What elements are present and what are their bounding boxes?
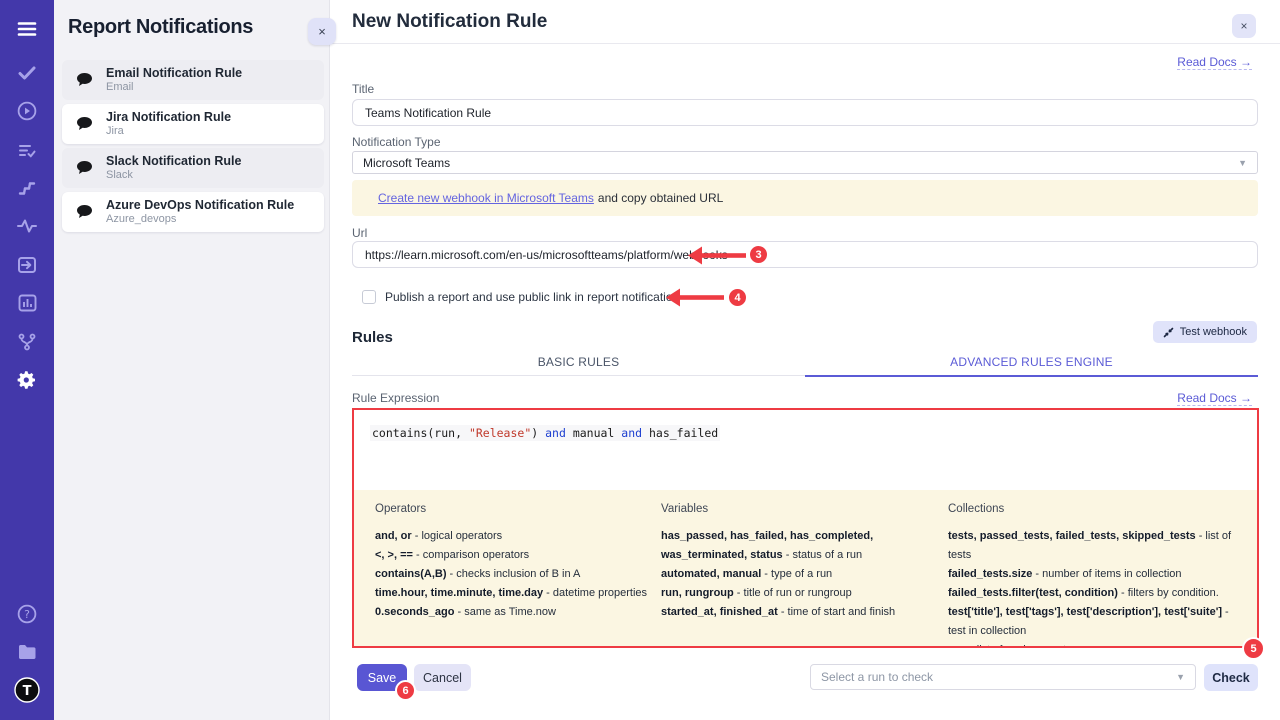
url-field-label: Url: [352, 226, 368, 240]
help-column-variables: Variables has_passed, has_failed, has_co…: [661, 503, 896, 618]
notification-type-select[interactable]: Microsoft Teams ▼: [352, 151, 1258, 174]
cancel-button[interactable]: Cancel: [414, 664, 471, 691]
panel-title: Report Notifications: [68, 16, 254, 38]
title-input-value: Teams Notification Rule: [365, 105, 492, 120]
run-to-check-select[interactable]: Select a run to check ▼: [810, 664, 1196, 690]
list-item-slack-rule[interactable]: Slack Notification Rule Slack: [62, 148, 324, 188]
test-webhook-label: Test webhook: [1179, 326, 1247, 338]
read-docs-link[interactable]: Read Docs →: [1177, 55, 1252, 70]
rule-title: Email Notification Rule: [106, 66, 243, 80]
type-field-label: Notification Type: [352, 135, 441, 149]
check-button[interactable]: Check: [1204, 664, 1258, 691]
bar-chart-icon[interactable]: [0, 290, 54, 316]
annotation-badge-3: 3: [748, 244, 769, 265]
list-item-azure-devops-rule[interactable]: Azure DevOps Notification Rule Azure_dev…: [62, 192, 324, 232]
rule-expression-annotated-region: contains(run, "Release") and manual and …: [352, 408, 1259, 648]
list-item-jira-rule[interactable]: Jira Notification Rule Jira: [62, 104, 324, 144]
app-icon-sidebar: ? T: [0, 0, 54, 720]
chat-bubble-icon: [76, 160, 93, 180]
chevron-down-icon: ▼: [1238, 157, 1247, 168]
help-column-collections: Collections tests, passed_tests, failed_…: [948, 503, 1232, 646]
svg-text:?: ?: [24, 608, 30, 621]
url-input-value: https://learn.microsoft.com/en-us/micros…: [365, 247, 728, 262]
steps-icon[interactable]: [0, 175, 54, 201]
chat-bubble-icon: [76, 116, 93, 136]
title-field-label: Title: [352, 82, 375, 96]
rule-expression-code: contains(run, "Release") and manual and …: [370, 425, 721, 441]
sign-in-icon[interactable]: [0, 252, 54, 278]
help-icon[interactable]: ?: [0, 601, 54, 627]
tab-basic-rules[interactable]: BASIC RULES: [537, 355, 620, 369]
chevron-down-icon: ▼: [1176, 672, 1185, 682]
chat-bubble-icon: [76, 72, 93, 92]
url-input[interactable]: https://learn.microsoft.com/en-us/micros…: [352, 241, 1258, 268]
rule-subtitle: Jira: [106, 125, 124, 137]
folder-icon[interactable]: [0, 639, 54, 665]
publish-report-label: Publish a report and use public link in …: [385, 290, 680, 304]
settings-gear-icon[interactable]: [0, 367, 54, 393]
rules-tabs: BASIC RULES ADVANCED RULES ENGINE: [352, 352, 1258, 377]
tab-advanced-rules-engine[interactable]: ADVANCED RULES ENGINE: [805, 352, 1258, 377]
rule-expression-label: Rule Expression: [352, 391, 440, 405]
rule-expression-editor[interactable]: contains(run, "Release") and manual and …: [354, 410, 1257, 490]
webhook-info-banner: Create new webhook in Microsoft Teams an…: [352, 180, 1258, 216]
annotation-badge-5: 5: [1242, 637, 1265, 660]
test-webhook-button[interactable]: Test webhook: [1152, 321, 1257, 343]
annotation-badge-4: 4: [727, 287, 748, 308]
rule-title: Jira Notification Rule: [106, 110, 232, 124]
check-icon[interactable]: [0, 60, 54, 86]
create-webhook-link[interactable]: Create new webhook in Microsoft Teams: [378, 191, 594, 205]
chat-bubble-icon: [76, 204, 93, 224]
expression-help-panel: Operators and, or - logical operators <,…: [354, 490, 1257, 646]
rules-heading: Rules: [352, 329, 393, 346]
webhook-info-text: and copy obtained URL: [597, 191, 724, 205]
branch-icon[interactable]: [0, 329, 54, 355]
profile-avatar[interactable]: T: [0, 677, 54, 703]
notification-rule-list: Email Notification Rule Email Jira Notif…: [62, 60, 324, 236]
rule-subtitle: Email: [106, 81, 134, 93]
list-check-icon[interactable]: [0, 137, 54, 163]
connect-icon: [1163, 327, 1174, 337]
read-docs-link-rules[interactable]: Read Docs →: [1177, 391, 1252, 406]
close-icon: ×: [1240, 19, 1248, 33]
rule-subtitle: Slack: [106, 169, 133, 181]
play-circle-icon[interactable]: [0, 98, 54, 124]
svg-text:T: T: [23, 684, 32, 699]
panel-close-button[interactable]: ×: [308, 18, 336, 45]
publish-report-checkbox[interactable]: [362, 290, 376, 304]
report-notifications-panel: Report Notifications × Email Notificatio…: [54, 0, 336, 720]
close-icon: ×: [318, 24, 326, 39]
rule-title: Azure DevOps Notification Rule: [106, 198, 295, 212]
list-item-email-rule[interactable]: Email Notification Rule Email: [62, 60, 324, 100]
title-input[interactable]: Teams Notification Rule: [352, 99, 1258, 126]
publish-report-row: Publish a report and use public link in …: [362, 290, 679, 304]
dialog-title: New Notification Rule: [352, 11, 548, 32]
run-select-placeholder: Select a run to check: [821, 670, 934, 684]
annotation-badge-6: 6: [395, 680, 416, 701]
annotation-arrow-4: [666, 288, 724, 307]
notification-type-value: Microsoft Teams: [363, 155, 451, 170]
dialog-header: New Notification Rule ×: [330, 0, 1280, 44]
pulse-icon[interactable]: [0, 213, 54, 239]
help-column-operators: Operators and, or - logical operators <,…: [375, 503, 648, 618]
rule-title: Slack Notification Rule: [106, 154, 242, 168]
dialog-close-button[interactable]: ×: [1232, 14, 1256, 38]
new-notification-rule-dialog: New Notification Rule × Read Docs → Titl…: [330, 0, 1280, 720]
rule-subtitle: Azure_devops: [106, 213, 177, 225]
annotation-arrow-3: [688, 246, 746, 265]
menu-icon[interactable]: [0, 16, 54, 42]
